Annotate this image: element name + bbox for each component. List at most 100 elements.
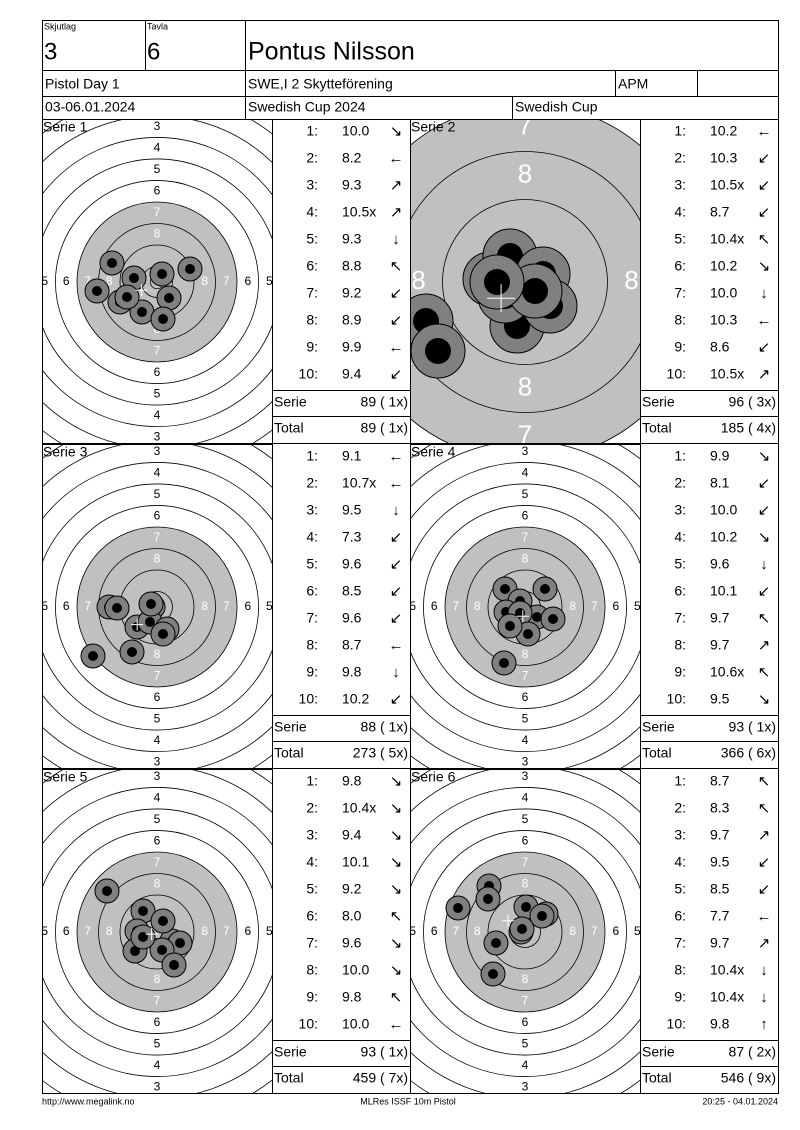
ring-label: 4 <box>287 274 294 288</box>
shot-direction: ↗ <box>758 827 771 844</box>
ring-label: 7 <box>223 924 230 938</box>
shot-core <box>500 584 510 594</box>
shot-direction: ↘ <box>390 800 403 817</box>
shot-direction: ↘ <box>390 935 403 952</box>
shot-value: 10.0 <box>342 1016 369 1032</box>
shot-number: 8: <box>306 962 318 978</box>
shot-direction: ↘ <box>390 881 403 898</box>
ring-label: 3 <box>154 1080 161 1094</box>
ring-label: 8 <box>522 876 529 890</box>
shot-value: 9.8 <box>342 664 362 680</box>
shot-value: 10.1 <box>710 583 737 599</box>
ring-label: 4 <box>20 599 27 613</box>
ring <box>42 137 272 427</box>
ring <box>442 199 608 365</box>
value: 3 <box>44 38 57 65</box>
shot-number: 8: <box>306 312 318 328</box>
ring <box>466 548 584 666</box>
ring-label: 8 <box>474 599 481 613</box>
shot-value: 10.1 <box>342 854 369 870</box>
ring-label: 7 <box>84 924 91 938</box>
ring-label: 5 <box>409 599 416 613</box>
mean-cross <box>131 618 144 631</box>
shot-number: 1: <box>306 448 318 464</box>
ring-label: 5 <box>154 1036 161 1050</box>
shot-value: 10.2 <box>342 691 369 707</box>
shot-value: 7.3 <box>342 529 362 545</box>
ring-label: 3 <box>366 924 373 938</box>
shot-number: 1: <box>674 448 686 464</box>
shot-value: 10.4x <box>710 989 744 1005</box>
competition: Swedish Cup 2024 <box>248 99 366 115</box>
shot-value: 9.5 <box>710 691 730 707</box>
ring-label: 7 <box>522 668 529 682</box>
shot-value: 9.7 <box>710 610 730 626</box>
shot-number: 6: <box>674 258 686 274</box>
serie-total: 93 ( 1x) <box>361 1044 408 1060</box>
ring-label: 8 <box>201 274 208 288</box>
ring-label: 5 <box>154 812 161 826</box>
shot-number: 3: <box>306 827 318 843</box>
ring <box>423 830 627 1034</box>
ring-label: 7 <box>518 110 532 140</box>
shot-number: 7: <box>674 285 686 301</box>
footer-url: http://www.megalink.no <box>42 1096 135 1106</box>
ring-label: 7 <box>452 599 459 613</box>
shot-direction: ↗ <box>758 637 771 654</box>
ring-label: 4 <box>522 733 529 747</box>
shot-direction: ↘ <box>390 123 403 140</box>
serie-label: Serie <box>274 394 307 410</box>
shot-value: 9.7 <box>710 827 730 843</box>
shot-direction: ↙ <box>390 691 403 708</box>
shot-number: 6: <box>306 258 318 274</box>
ring-label: 6 <box>154 1015 161 1029</box>
ring-label: 7 <box>84 599 91 613</box>
shot-number: 1: <box>674 123 686 139</box>
ring-label: 8 <box>154 226 161 240</box>
mean-cross <box>135 284 148 297</box>
shot-direction: ↓ <box>760 285 768 302</box>
shot-direction: ↓ <box>760 989 768 1006</box>
ring-label: 7 <box>223 599 230 613</box>
shot-direction: ↖ <box>758 231 771 248</box>
ring <box>42 808 272 1056</box>
shot-direction: ← <box>389 448 404 465</box>
ring-label: 6 <box>154 183 161 197</box>
shot-number: 9: <box>674 339 686 355</box>
serie-total: 89 ( 1x) <box>361 394 408 410</box>
running-total: 273 ( 5x) <box>353 745 408 761</box>
ring-label: 7 <box>154 530 161 544</box>
shot-direction: ↙ <box>758 583 771 600</box>
series-title: Serie 3 <box>43 444 88 460</box>
shot-core <box>484 269 510 295</box>
ring-label: 3 <box>154 755 161 769</box>
shot-value: 9.3 <box>342 177 362 193</box>
shot-direction: ↖ <box>390 989 403 1006</box>
shot-number: 1: <box>674 773 686 789</box>
total-label: Total <box>274 420 304 436</box>
ring-label: 8 <box>569 924 576 938</box>
total-label: Total <box>274 1070 304 1086</box>
shot-direction: ← <box>389 1016 404 1033</box>
shot-direction: ↘ <box>390 827 403 844</box>
shot-core <box>185 264 195 274</box>
shot-direction: ← <box>757 123 772 140</box>
shot-value: 9.6 <box>342 610 362 626</box>
ring-label: 5 <box>522 487 529 501</box>
shot-direction: ↗ <box>758 366 771 383</box>
shot-number: 2: <box>674 475 686 491</box>
shot-value: 9.2 <box>342 881 362 897</box>
shot-core <box>158 314 168 324</box>
ring-label: 8 <box>201 599 208 613</box>
shot-direction: ↙ <box>390 529 403 546</box>
ring-label: 3 <box>0 599 5 613</box>
shot-core <box>88 651 98 661</box>
shot-direction: ↙ <box>390 285 403 302</box>
shot-core <box>145 617 155 627</box>
shot-core <box>107 258 117 268</box>
shot-direction: ↙ <box>390 610 403 627</box>
shot-direction: ↙ <box>390 312 403 329</box>
ring-label: 8 <box>201 924 208 938</box>
